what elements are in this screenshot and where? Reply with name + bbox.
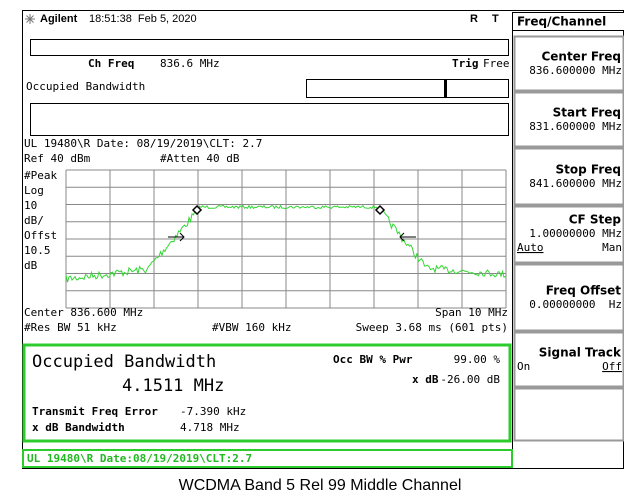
softkey (513, 147, 624, 206)
menu-title-box (512, 12, 624, 31)
ch-freq: 836.6 MHz (160, 57, 220, 70)
caption: WCDMA Band 5 Rel 99 Middle Channel (179, 477, 462, 494)
marker (191, 204, 203, 216)
softkey (513, 387, 624, 442)
progress (306, 79, 509, 98)
rbw: #Res BW 51 kHz (24, 321, 117, 334)
progress-mark (444, 80, 447, 97)
softkey-value: 831.600000 MHz (529, 120, 622, 133)
softkey-option: Auto (517, 241, 544, 254)
arrow (399, 232, 416, 242)
ref: Ref 40 dBm (24, 152, 91, 165)
softkey-option: Man (602, 241, 622, 254)
trace (65, 204, 506, 283)
scale-label: #Peak (24, 169, 57, 182)
softkey-label: Signal Track (539, 346, 622, 360)
vbw: #VBW 160 kHz (212, 321, 291, 334)
softkey-value: 841.600000 MHz (529, 177, 622, 190)
pwr-label: Occ BW % Pwr (333, 353, 413, 366)
marker (374, 204, 386, 216)
softkey-value: 1.00000000 MHz (529, 227, 622, 240)
scale-label: 10.5 (24, 244, 51, 257)
trig-label: Trig (452, 57, 479, 70)
softkey-label: Freq Offset (546, 284, 621, 298)
scale-label: Log (24, 184, 44, 197)
xdbbw-label: x dB Bandwidth (32, 421, 125, 434)
xdbbw: 4.718 MHz (180, 421, 240, 434)
t-flag: T (492, 13, 499, 25)
softkey-option: Off (602, 360, 622, 373)
center: Center 836.600 MHz (24, 306, 143, 319)
softkey-value: 0.00000000 Hz (529, 298, 622, 311)
softkey-label: Start Freq (553, 106, 621, 120)
r-flag: R (470, 13, 478, 25)
note: UL 19480\R Date: 08/19/2019\CLT: 2.7 (24, 137, 262, 150)
status: UL 19480\R Date:08/19/2019\CLT:2.7 (27, 452, 252, 465)
results-title: Occupied Bandwidth (32, 352, 216, 372)
msg-box (30, 103, 509, 136)
span: Span 10 MHz (435, 306, 508, 319)
softkey (513, 205, 624, 264)
trig: Free (483, 57, 510, 70)
logo (25, 14, 35, 24)
meas-name: Occupied Bandwidth (26, 80, 145, 93)
sweep: Sweep 3.68 ms (601 pts) (356, 321, 508, 334)
arrow (168, 232, 185, 242)
bar (30, 39, 509, 56)
status-box (22, 449, 513, 468)
softkey-value: 836.600000 MHz (529, 64, 622, 77)
results-box (22, 343, 512, 443)
ch-freq-label: Ch Freq (88, 57, 134, 70)
tfe: -7.390 kHz (180, 405, 246, 418)
softkey-option: On (517, 360, 530, 373)
scale-label: 10 (24, 199, 37, 212)
datetime: 18:51:38 Feb 5, 2020 (89, 13, 197, 25)
softkey-label: CF Step (569, 213, 622, 227)
softkey (513, 331, 624, 388)
softkey-label: Center Freq (541, 50, 621, 64)
scale-label: dB (24, 259, 38, 272)
bandwidth: 4.1511 MHz (122, 376, 224, 396)
scale-label: Offst (24, 229, 57, 242)
xdb-label: x dB (412, 373, 439, 386)
pwr: 99.00 % (454, 353, 501, 366)
scale-label: dB/ (24, 214, 44, 227)
xdb: -26.00 dB (440, 373, 500, 386)
menu-title: Freq/Channel (517, 15, 606, 29)
softkey (513, 263, 624, 332)
softkey (513, 35, 624, 92)
brand: Agilent (40, 13, 78, 25)
softkey-label: Stop Freq (556, 163, 621, 177)
atten: #Atten 40 dB (160, 152, 240, 165)
tfe-label: Transmit Freq Error (32, 405, 158, 418)
